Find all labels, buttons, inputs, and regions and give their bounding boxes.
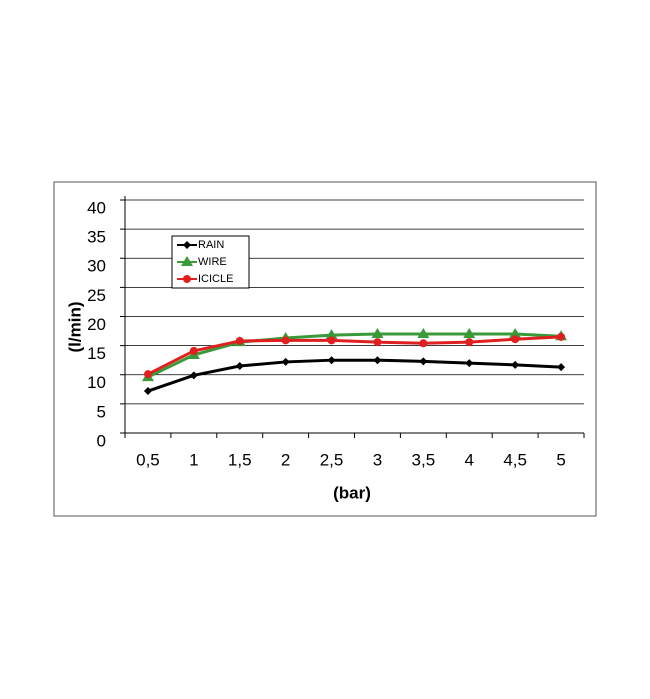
data-point — [373, 356, 382, 365]
legend-label: ICICLE — [198, 273, 233, 285]
data-point — [373, 338, 382, 347]
x-tick-label: 4 — [465, 450, 474, 469]
x-axis-title: (bar) — [333, 483, 371, 502]
legend-marker — [183, 275, 191, 283]
y-tick-label: 25 — [87, 286, 106, 305]
x-tick-label: 0,5 — [136, 450, 160, 469]
data-point — [557, 363, 566, 372]
series-line — [147, 358, 562, 393]
y-tick-label: 5 — [97, 402, 106, 421]
legend-label: RAIN — [198, 239, 224, 251]
data-point — [419, 357, 428, 366]
x-tick-label: 2,5 — [320, 450, 344, 469]
x-tick-label: 3 — [373, 450, 382, 469]
data-point — [417, 327, 430, 338]
y-tick-label: 20 — [87, 315, 106, 334]
data-point — [327, 356, 336, 365]
y-tick-label: 40 — [87, 198, 106, 217]
data-point — [463, 327, 476, 338]
legend-marker — [181, 256, 193, 266]
data-point — [557, 332, 566, 341]
data-point — [281, 336, 290, 345]
data-point — [371, 327, 384, 338]
data-point — [509, 327, 522, 338]
data-point — [327, 336, 336, 345]
data-point — [281, 357, 290, 366]
data-point — [189, 346, 198, 355]
data-point — [143, 387, 152, 396]
legend-marker — [183, 241, 191, 249]
x-tick-label: 3,5 — [412, 450, 436, 469]
y-axis-title: (l/min) — [65, 302, 84, 353]
data-point — [235, 362, 244, 371]
legend-label: WIRE — [198, 256, 227, 268]
y-tick-label: 30 — [87, 257, 106, 276]
data-point — [325, 329, 338, 340]
x-tick-label: 5 — [556, 450, 565, 469]
y-tick-label: 0 — [97, 431, 106, 450]
y-tick-label: 35 — [87, 228, 106, 247]
y-tick-label: 15 — [87, 344, 106, 363]
x-tick-label: 2 — [281, 450, 290, 469]
data-point — [465, 338, 474, 347]
data-point — [189, 371, 198, 380]
x-tick-label: 1,5 — [228, 450, 252, 469]
y-tick-label: 10 — [87, 373, 106, 392]
data-point — [511, 335, 520, 344]
series-line — [147, 335, 562, 376]
data-point — [143, 370, 152, 379]
x-tick-label: 4,5 — [503, 450, 527, 469]
data-point — [235, 336, 244, 345]
series-line — [147, 332, 562, 379]
data-point — [419, 339, 428, 348]
x-tick-label: 1 — [189, 450, 198, 469]
data-point — [465, 359, 474, 368]
data-point — [511, 360, 520, 369]
chart-frame — [53, 181, 597, 517]
